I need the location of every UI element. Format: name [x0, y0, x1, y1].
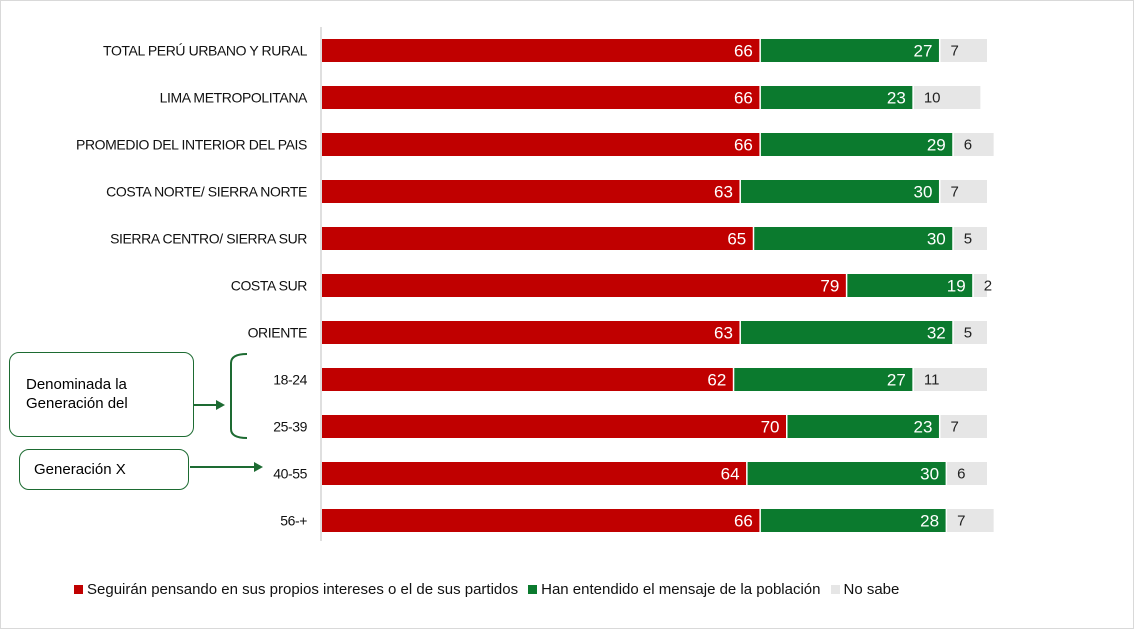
category-label: 18-24: [273, 372, 307, 388]
data-label-no-sabe: 7: [950, 43, 958, 60]
category-label: 40-55: [273, 466, 307, 482]
bar-no-sabe: [953, 133, 994, 156]
bar-seguiran: [322, 39, 760, 62]
bar-entendido: [740, 180, 939, 203]
bar-seguiran: [322, 415, 786, 438]
data-label-seguiran: 79: [820, 277, 839, 296]
callout-arrowhead-millennial: [216, 400, 225, 410]
category-label: COSTA NORTE/ SIERRA NORTE: [106, 184, 307, 200]
bar-no-sabe: [913, 86, 981, 109]
bar-entendido: [734, 368, 913, 391]
callout-arrowhead-genx: [254, 462, 263, 472]
data-label-no-sabe: 6: [964, 137, 972, 154]
bar-seguiran: [322, 462, 747, 485]
bar-seguiran: [322, 133, 760, 156]
data-label-seguiran: 63: [714, 183, 733, 202]
data-label-entendido: 19: [947, 277, 966, 296]
callout-millennial-text: Denominada la Generación del: [26, 376, 128, 412]
data-label-entendido: 32: [927, 324, 946, 343]
legend-swatch-gray: [830, 585, 840, 594]
category-label: 25-39: [273, 419, 307, 435]
bar-seguiran: [322, 227, 753, 250]
data-label-entendido: 30: [914, 183, 933, 202]
callout-genx: Generación X: [19, 449, 189, 490]
bar-seguiran: [322, 86, 760, 109]
data-label-no-sabe: 5: [964, 325, 972, 342]
data-label-entendido: 27: [887, 371, 906, 390]
bar-no-sabe: [940, 415, 987, 438]
data-label-no-sabe: 5: [964, 231, 972, 248]
legend-label-series-3: No sabe: [843, 581, 900, 598]
category-label: COSTA SUR: [231, 278, 308, 294]
data-label-seguiran: 66: [734, 89, 753, 108]
bar-no-sabe: [947, 462, 987, 485]
data-label-seguiran: 62: [707, 371, 726, 390]
legend-item-series-1: Seguirán pensando en sus propios interes…: [74, 581, 518, 598]
bar-entendido: [847, 274, 973, 297]
data-label-no-sabe: 11: [924, 372, 940, 389]
bar-no-sabe: [947, 509, 994, 532]
bar-seguiran: [322, 509, 760, 532]
bar-entendido: [760, 39, 939, 62]
data-label-entendido: 27: [914, 42, 933, 61]
category-labels: TOTAL PERÚ URBANO Y RURAL LIMA METROPOLIT…: [76, 43, 308, 529]
bar-entendido: [787, 415, 939, 438]
legend: Seguirán pensando en sus propios interes…: [74, 581, 909, 598]
data-label-seguiran: 63: [714, 324, 733, 343]
bar-no-sabe: [973, 274, 987, 297]
bar-entendido: [760, 86, 913, 109]
callout-genx-text: Generación X: [34, 461, 126, 478]
bar-seguiran: [322, 321, 740, 344]
category-label: 56-+: [280, 513, 307, 529]
data-label-no-sabe: 7: [950, 419, 958, 436]
bar-no-sabe: [953, 321, 987, 344]
category-label: TOTAL PERÚ URBANO Y RURAL: [103, 43, 308, 59]
bar-seguiran: [322, 180, 740, 203]
data-label-seguiran: 66: [734, 42, 753, 61]
data-label-entendido: 23: [914, 418, 933, 437]
data-label-seguiran: 65: [727, 230, 746, 249]
data-label-seguiran: 70: [761, 418, 780, 437]
bar-no-sabe: [953, 227, 987, 250]
bar-seguiran: [322, 368, 733, 391]
data-label-entendido: 29: [927, 136, 946, 155]
data-label-entendido: 30: [927, 230, 946, 249]
data-label-no-sabe: 7: [957, 513, 965, 530]
callout-millennial: Denominada la Generación del: [9, 352, 194, 437]
bar-entendido: [740, 321, 953, 344]
legend-label-series-2: Han entendido el mensaje de la población: [541, 581, 821, 598]
legend-label-series-1: Seguirán pensando en sus propios interes…: [87, 581, 519, 598]
age-bracket: [230, 353, 248, 439]
category-label: PROMEDIO DEL INTERIOR DEL PAIS: [76, 137, 307, 153]
data-label-seguiran: 66: [734, 512, 753, 531]
data-label-entendido: 30: [920, 465, 939, 484]
bar-no-sabe: [940, 39, 987, 62]
bar-entendido: [754, 227, 953, 250]
legend-item-series-2: Han entendido el mensaje de la población: [528, 581, 821, 598]
legend-swatch-red: [74, 585, 83, 594]
data-label-no-sabe: 6: [957, 466, 965, 483]
data-label-no-sabe: 2: [984, 278, 992, 295]
bar-entendido: [760, 133, 953, 156]
data-label-entendido: 28: [920, 512, 939, 531]
data-label-seguiran: 64: [721, 465, 740, 484]
bar-entendido: [760, 509, 946, 532]
bars-group: 66 27 7 66 23 10 66 29 6 63 30 7 65 30 5 79 19 2 63 32 5 62 27…: [322, 39, 994, 532]
legend-swatch-green: [528, 585, 538, 594]
bar-seguiran: [322, 274, 846, 297]
data-label-seguiran: 66: [734, 136, 753, 155]
data-label-no-sabe: 7: [950, 184, 958, 201]
data-label-entendido: 23: [887, 89, 906, 108]
category-label: SIERRA CENTRO/ SIERRA SUR: [110, 231, 307, 247]
category-label: LIMA METROPOLITANA: [160, 90, 308, 106]
bar-no-sabe: [913, 368, 987, 391]
bar-no-sabe: [940, 180, 987, 203]
data-label-no-sabe: 10: [924, 90, 941, 107]
bar-entendido: [747, 462, 946, 485]
legend-item-series-3: No sabe: [830, 581, 900, 598]
category-label: ORIENTE: [248, 325, 307, 341]
